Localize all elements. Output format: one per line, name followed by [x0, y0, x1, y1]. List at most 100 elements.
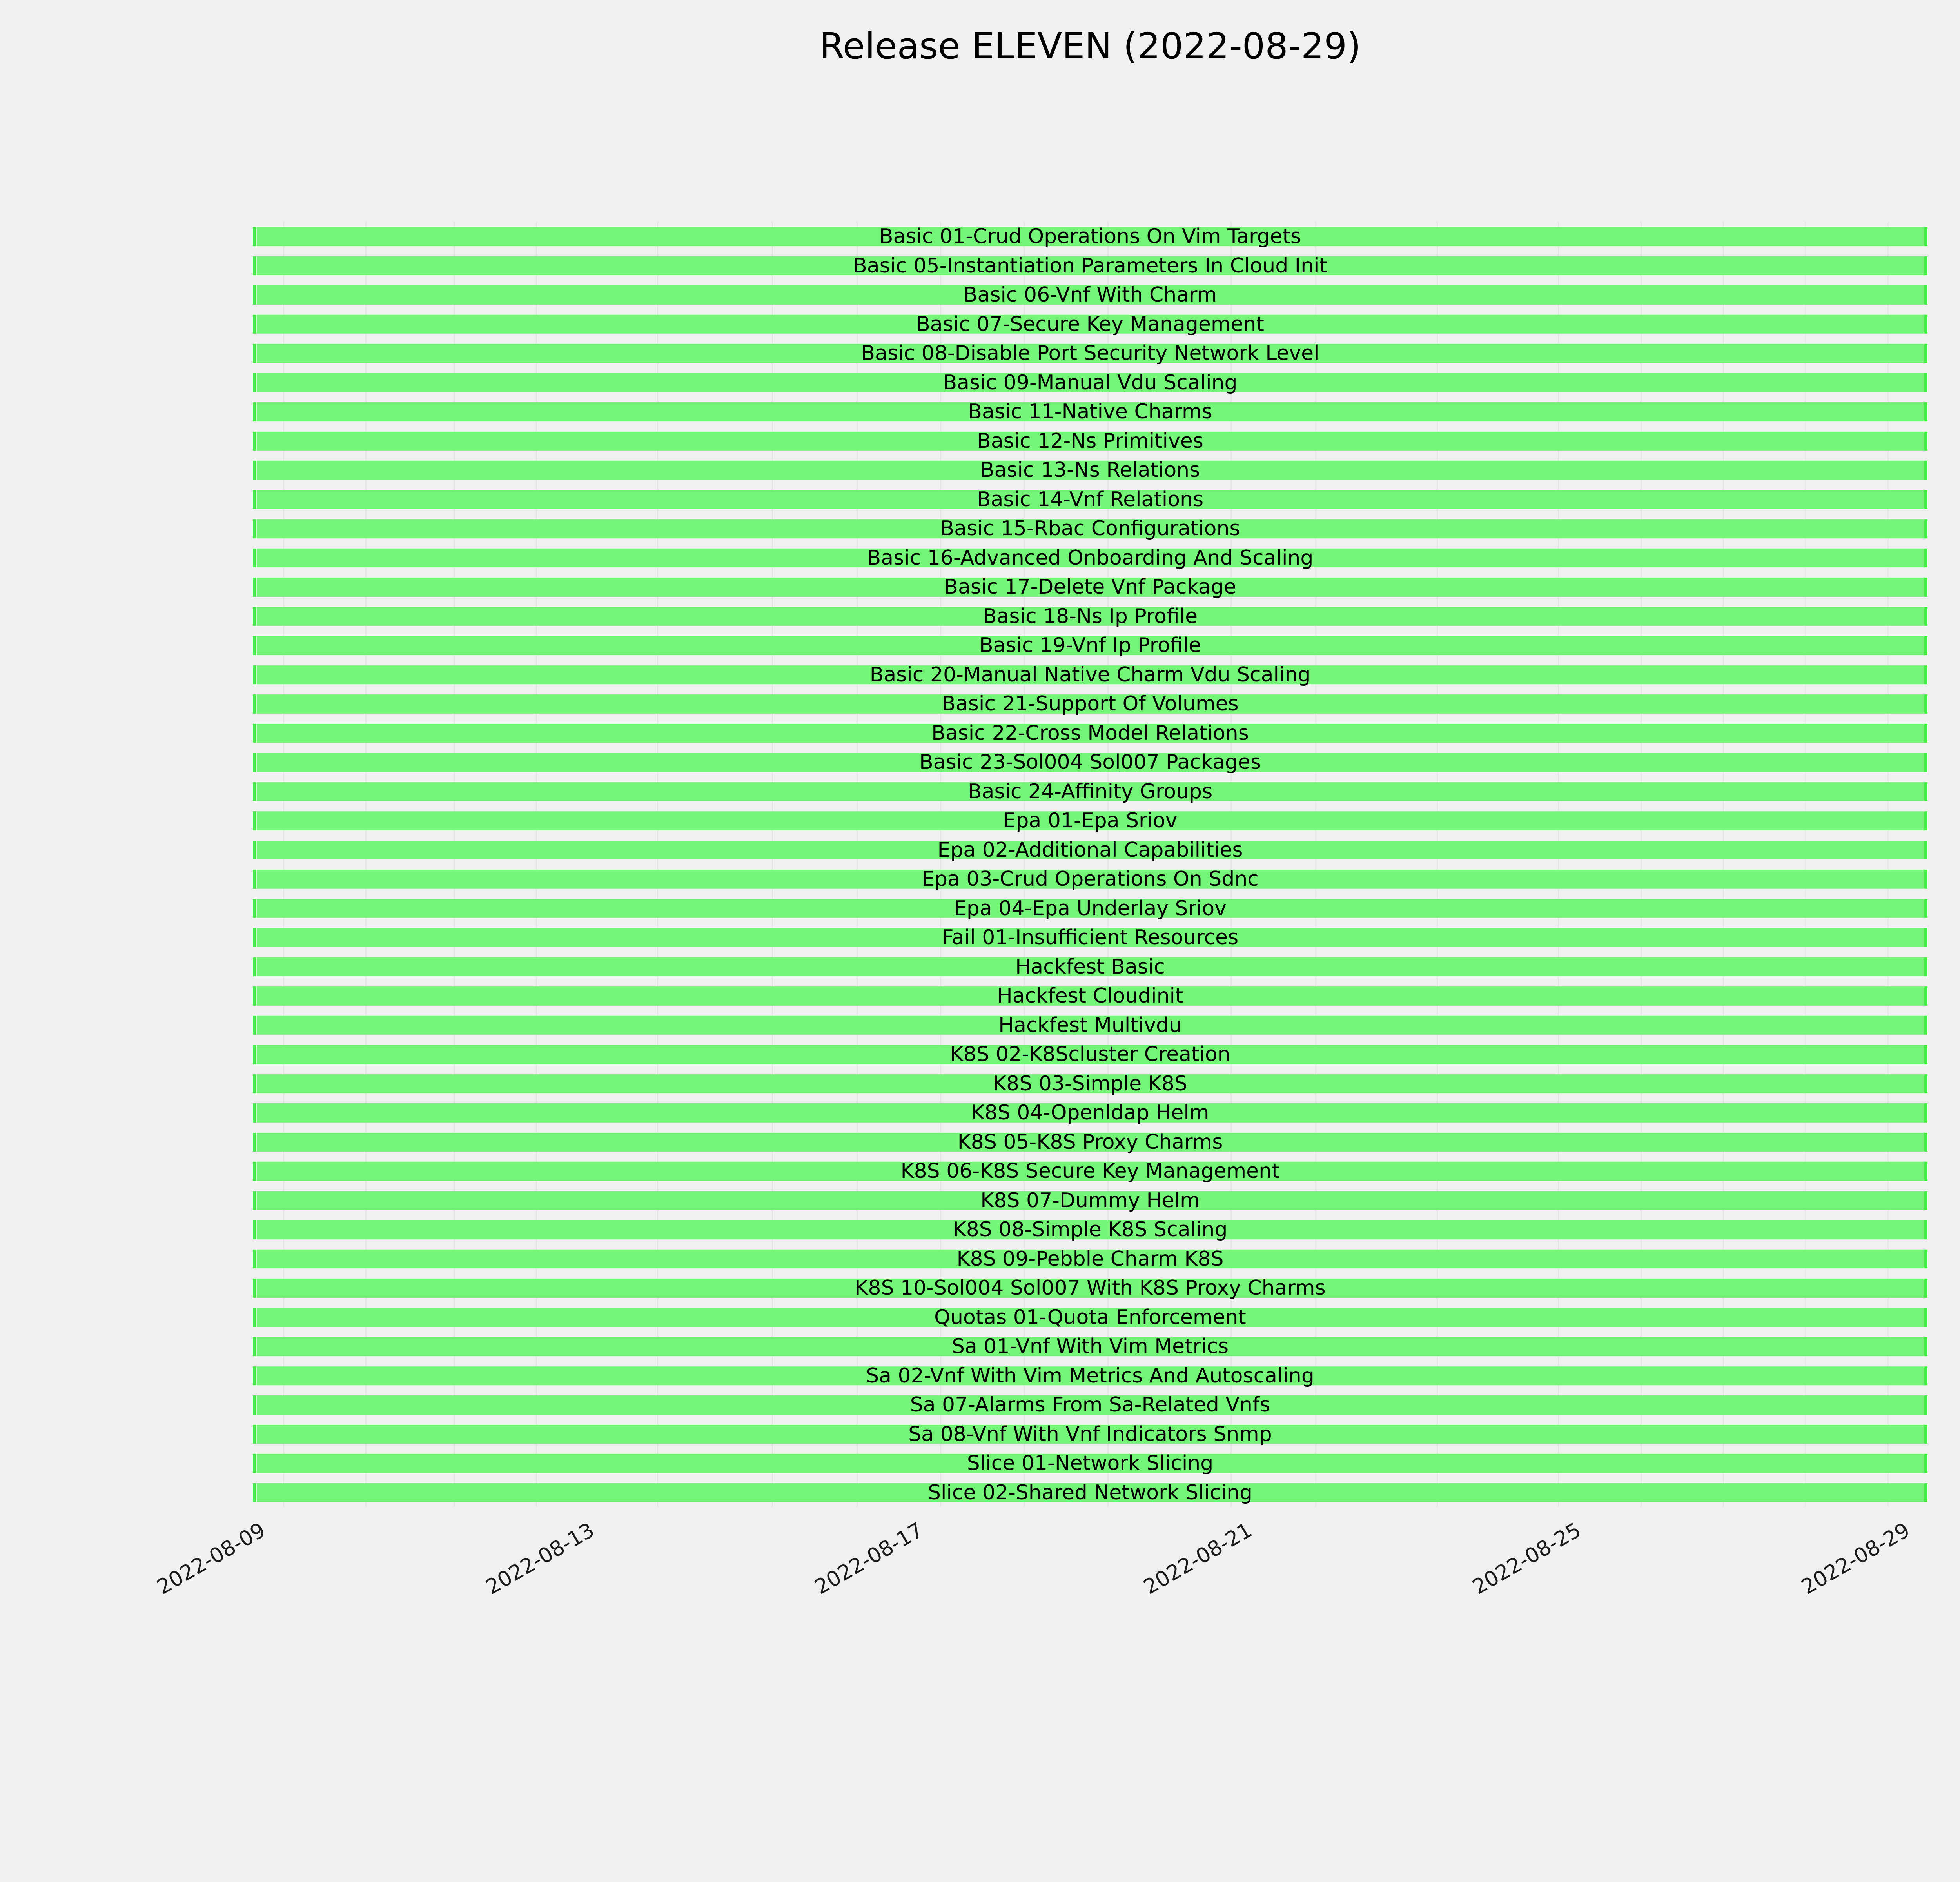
bar-label: Basic 20-Manual Native Charm Vdu Scaling	[869, 663, 1311, 687]
gantt-row: Basic 15-Rbac Configurations	[253, 519, 1927, 539]
gantt-bar	[253, 285, 1927, 305]
gantt-row: Sa 08-Vnf With Vnf Indicators Snmp	[253, 1422, 1927, 1446]
bar-label: Epa 01-Epa Sriov	[1003, 809, 1178, 833]
gantt-row: K8S 05-K8S Proxy Charms	[253, 1130, 1927, 1154]
bar-label: K8S 05-K8S Proxy Charms	[957, 1130, 1223, 1154]
day-gridline	[1641, 222, 1642, 1506]
day-gridline	[1230, 222, 1232, 1506]
day-gridline	[1437, 222, 1438, 1506]
day-gridline	[1024, 222, 1025, 1506]
gantt-row: K8S 09-Pebble Charm K8S	[253, 1249, 1927, 1269]
x-tick-label: 2022-08-13	[482, 1518, 599, 1599]
gantt-row: Hackfest Cloudinit	[253, 986, 1927, 1006]
gantt-row: K8S 10-Sol004 Sol007 With K8S Proxy Char…	[253, 1276, 1927, 1300]
day-gridline	[940, 222, 941, 1506]
bar-label: Sa 01-Vnf With Vim Metrics	[951, 1335, 1229, 1359]
bar-label: K8S 08-Simple K8S Scaling	[953, 1218, 1228, 1242]
gantt-bar	[253, 870, 1927, 889]
bar-label: Basic 19-Vnf Ip Profile	[979, 634, 1201, 658]
gantt-row: Basic 12-Ns Primitives	[253, 429, 1927, 453]
bar-label: Basic 08-Disable Port Security Network L…	[861, 342, 1319, 365]
gantt-bar	[253, 1103, 1927, 1123]
bar-label: K8S 04-Openldap Helm	[971, 1101, 1209, 1125]
gantt-bar	[253, 1279, 1927, 1298]
bar-label: Basic 09-Manual Vdu Scaling	[943, 371, 1238, 394]
x-tick-label: 2022-08-29	[1797, 1518, 1914, 1599]
gantt-row: Basic 08-Disable Port Security Network L…	[253, 342, 1927, 365]
gantt-bar	[253, 402, 1927, 421]
bar-label: Basic 14-Vnf Relations	[976, 487, 1204, 511]
gantt-row: Basic 21-Support Of Volumes	[253, 694, 1927, 714]
x-tick-label: 2022-08-25	[1468, 1518, 1585, 1599]
gantt-row: Epa 04-Epa Underlay Sriov	[253, 896, 1927, 920]
bar-label: K8S 07-Dummy Helm	[980, 1188, 1200, 1212]
gantt-bar	[253, 928, 1927, 947]
gantt-row: Quotas 01-Quota Enforcement	[253, 1305, 1927, 1329]
bar-label: Basic 01-Crud Operations On Vim Targets	[879, 225, 1301, 249]
gantt-row: Basic 09-Manual Vdu Scaling	[253, 371, 1927, 394]
day-gridline	[1107, 222, 1109, 1506]
bar-label: Epa 04-Epa Underlay Sriov	[954, 896, 1227, 920]
gantt-row: Basic 17-Delete Vnf Package	[253, 575, 1927, 599]
gantt-bar	[253, 1454, 1927, 1473]
gantt-bar	[253, 1424, 1927, 1444]
bar-label: Basic 24-Affinity Groups	[967, 779, 1213, 803]
bar-label: Quotas 01-Quota Enforcement	[934, 1305, 1246, 1329]
gantt-bar	[253, 548, 1927, 567]
gantt-row: Basic 06-Vnf With Charm	[253, 285, 1927, 305]
bar-label: Basic 06-Vnf With Charm	[963, 283, 1217, 307]
gantt-bar	[253, 1162, 1927, 1181]
gantt-row: Basic 19-Vnf Ip Profile	[253, 634, 1927, 658]
gantt-bar	[253, 1366, 1927, 1385]
bar-label: Basic 17-Delete Vnf Package	[944, 575, 1236, 599]
gantt-row: Slice 02-Shared Network Slicing	[253, 1482, 1927, 1502]
gantt-bar	[253, 723, 1927, 743]
bar-label: Basic 22-Cross Model Relations	[931, 721, 1249, 745]
bar-label: Basic 12-Ns Primitives	[977, 429, 1203, 453]
bar-label: Hackfest Cloudinit	[997, 984, 1183, 1008]
gantt-bar	[253, 1395, 1927, 1415]
bar-label: Hackfest Basic	[1015, 955, 1165, 979]
gantt-bar	[253, 1483, 1927, 1502]
gantt-bar	[253, 314, 1927, 334]
bar-label: Basic 21-Support Of Volumes	[942, 692, 1239, 716]
gantt-bar	[253, 811, 1927, 830]
x-tick-label: 2022-08-09	[153, 1518, 270, 1599]
gantt-bar	[253, 1191, 1927, 1210]
gantt-bar	[253, 986, 1927, 1006]
day-gridline	[657, 222, 658, 1506]
gantt-bar	[253, 344, 1927, 363]
x-tick-label: 2022-08-17	[811, 1518, 927, 1599]
gantt-bar	[253, 431, 1927, 451]
bar-label: Sa 08-Vnf With Vnf Indicators Snmp	[908, 1422, 1272, 1446]
bar-label: Basic 11-Native Charms	[968, 400, 1212, 424]
bar-label: Sa 07-Alarms From Sa-Related Vnfs	[910, 1393, 1270, 1417]
gantt-bar	[253, 373, 1927, 392]
gantt-row: Slice 01-Network Slicing	[253, 1451, 1927, 1475]
gantt-bar	[253, 899, 1927, 918]
bar-label: Slice 01-Network Slicing	[967, 1451, 1214, 1475]
gantt-row: Epa 01-Epa Sriov	[253, 809, 1927, 833]
gantt-bar	[253, 519, 1927, 538]
bar-label: Hackfest Multivdu	[998, 1013, 1182, 1037]
bar-label: Basic 16-Advanced Onboarding And Scaling	[867, 546, 1314, 570]
gantt-row: Hackfest Basic	[253, 957, 1927, 977]
day-gridline	[1805, 222, 1806, 1506]
gantt-row: Hackfest Multivdu	[253, 1013, 1927, 1037]
bar-label: K8S 10-Sol004 Sol007 With K8S Proxy Char…	[855, 1276, 1326, 1300]
day-gridline	[1315, 222, 1316, 1506]
gantt-row: K8S 04-Openldap Helm	[253, 1103, 1927, 1123]
gantt-bar	[253, 1045, 1927, 1064]
gantt-row: Basic 01-Crud Operations On Vim Targets	[253, 225, 1927, 249]
gantt-bar	[253, 636, 1927, 655]
gantt-row: Basic 13-Ns Relations	[253, 460, 1927, 480]
plot-area: Basic 01-Crud Operations On Vim Targets B…	[253, 222, 1927, 1506]
gantt-bar	[253, 256, 1927, 275]
gantt-bar	[253, 227, 1927, 246]
gantt-bar	[253, 1308, 1927, 1327]
gantt-row: K8S 03-Simple K8S	[253, 1074, 1927, 1094]
gantt-row: Basic 05-Instantiation Parameters In Clo…	[253, 256, 1927, 276]
gantt-row: Basic 24-Affinity Groups	[253, 779, 1927, 803]
gantt-bar	[253, 490, 1927, 509]
bar-label: K8S 02-K8Scluster Creation	[950, 1043, 1230, 1066]
